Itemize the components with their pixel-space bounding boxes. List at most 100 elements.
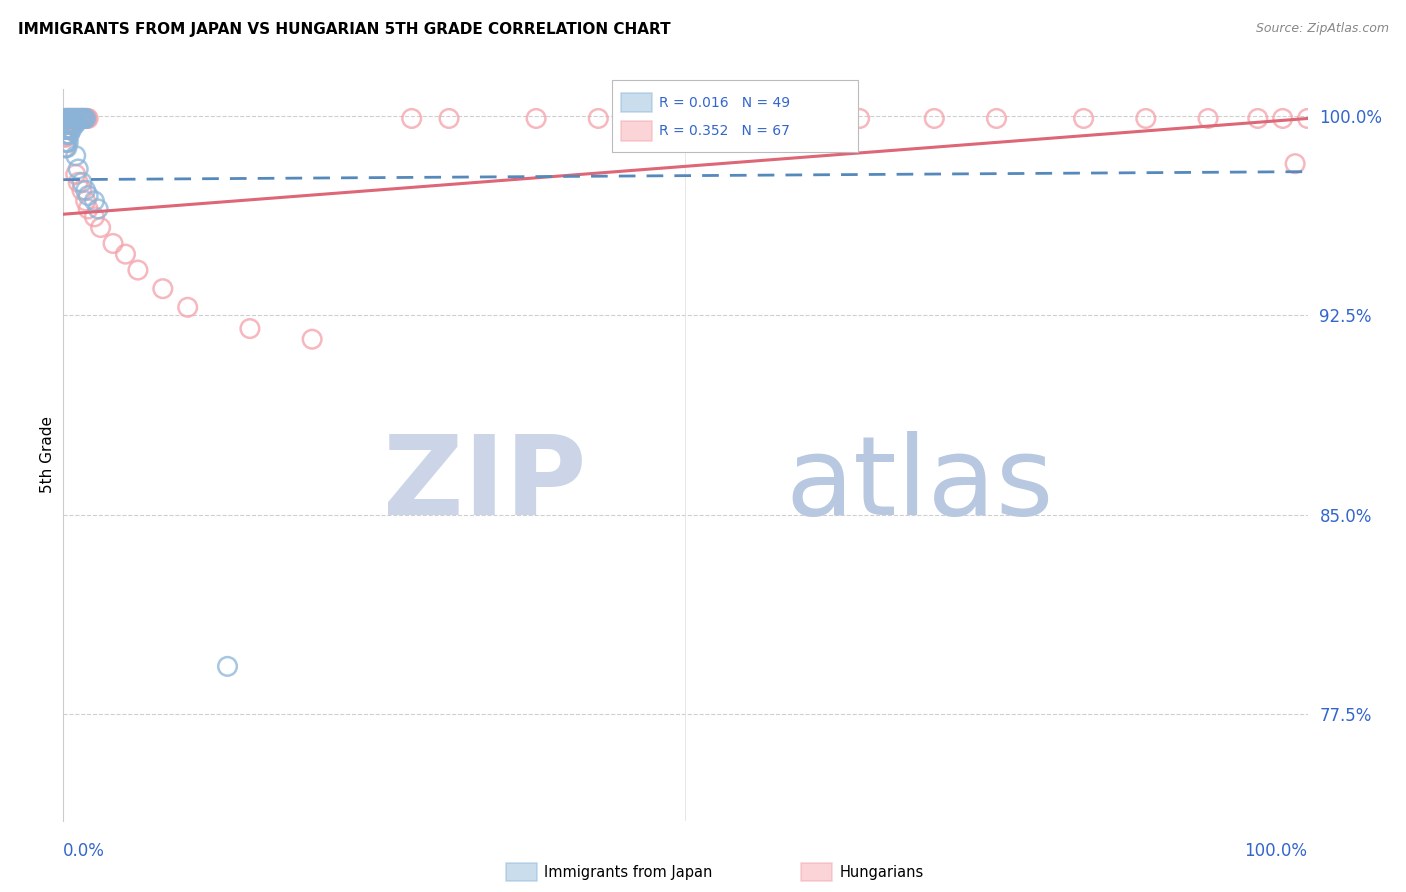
Point (56, 117, 79, 131)
Point (73, 112, 96, 126)
Point (58, 122, 80, 136)
Point (70, 183, 93, 197)
Point (127, 263, 149, 277)
Point (239, 321, 262, 335)
Point (75, 183, 97, 197)
Point (55, 122, 77, 136)
Point (63, 117, 86, 131)
Point (56, 117, 79, 131)
Point (524, 112, 547, 126)
Point (1284, 156, 1306, 170)
Point (67, 112, 90, 126)
Point (55, 112, 77, 126)
Point (58, 117, 80, 131)
Point (53, 122, 76, 136)
Point (56, 122, 79, 136)
Point (58, 128, 80, 142)
Point (60, 112, 83, 126)
Point (1135, 112, 1157, 126)
Point (848, 112, 870, 126)
Point (65, 112, 87, 126)
Point (76, 112, 98, 126)
Point (437, 112, 460, 126)
Point (67, 175, 90, 189)
Point (58, 122, 80, 136)
Point (55, 117, 77, 131)
Point (60, 117, 83, 131)
Point (77, 112, 100, 126)
Point (217, 659, 239, 673)
Point (1271, 112, 1294, 126)
Point (69, 112, 91, 126)
Y-axis label: 5th Grade: 5th Grade (39, 417, 55, 493)
Point (56, 136, 79, 150)
Point (62, 112, 84, 126)
Point (65, 112, 87, 126)
Point (77, 188, 100, 202)
Text: Hungarians: Hungarians (839, 865, 924, 880)
Point (75, 112, 97, 126)
Point (1073, 112, 1095, 126)
Point (87, 202, 110, 216)
Point (924, 112, 946, 126)
Point (56, 141, 79, 155)
Point (69, 112, 91, 126)
Text: IMMIGRANTS FROM JAPAN VS HUNGARIAN 5TH GRADE CORRELATION CHART: IMMIGRANTS FROM JAPAN VS HUNGARIAN 5TH G… (18, 22, 671, 37)
Point (55, 130, 77, 145)
Point (177, 301, 200, 315)
Point (53, 112, 76, 126)
Point (59, 122, 82, 136)
Point (1197, 112, 1219, 126)
Point (70, 112, 93, 126)
Point (55, 112, 77, 126)
Point (53, 130, 76, 145)
Text: atlas: atlas (785, 431, 1053, 538)
Point (637, 112, 659, 126)
Point (1296, 112, 1319, 126)
Point (59, 117, 82, 131)
Point (75, 194, 97, 208)
Point (67, 112, 90, 126)
Point (72, 112, 94, 126)
Point (65, 167, 87, 181)
Point (69, 112, 91, 126)
Point (60, 117, 83, 131)
Point (59, 112, 82, 126)
Point (75, 112, 97, 126)
Point (69, 112, 91, 126)
Point (58, 122, 80, 136)
Point (56, 128, 79, 142)
Point (66, 112, 89, 126)
Text: ZIP: ZIP (382, 431, 586, 538)
Point (63, 112, 86, 126)
Point (301, 332, 323, 346)
Point (114, 247, 136, 261)
Point (58, 112, 80, 126)
Point (83, 210, 105, 224)
Text: R = 0.352   N = 67: R = 0.352 N = 67 (659, 124, 790, 138)
Text: Immigrants from Japan: Immigrants from Japan (544, 865, 713, 880)
Point (58, 122, 80, 136)
Point (77, 202, 100, 216)
Point (67, 161, 90, 176)
Point (62, 112, 84, 126)
Point (59, 112, 82, 126)
Point (70, 175, 93, 189)
Point (59, 117, 82, 131)
Point (152, 282, 174, 296)
Text: 100.0%: 100.0% (1244, 842, 1308, 860)
Point (63, 112, 86, 126)
Point (65, 117, 87, 131)
Point (72, 112, 94, 126)
Text: R = 0.016   N = 49: R = 0.016 N = 49 (659, 95, 790, 110)
Point (58, 112, 80, 126)
Point (55, 122, 77, 136)
Point (60, 122, 83, 136)
Point (83, 194, 105, 208)
Point (58, 117, 80, 131)
Text: 0.0%: 0.0% (63, 842, 105, 860)
Point (55, 128, 77, 142)
Text: Source: ZipAtlas.com: Source: ZipAtlas.com (1256, 22, 1389, 36)
Point (65, 149, 87, 163)
Point (53, 141, 76, 155)
